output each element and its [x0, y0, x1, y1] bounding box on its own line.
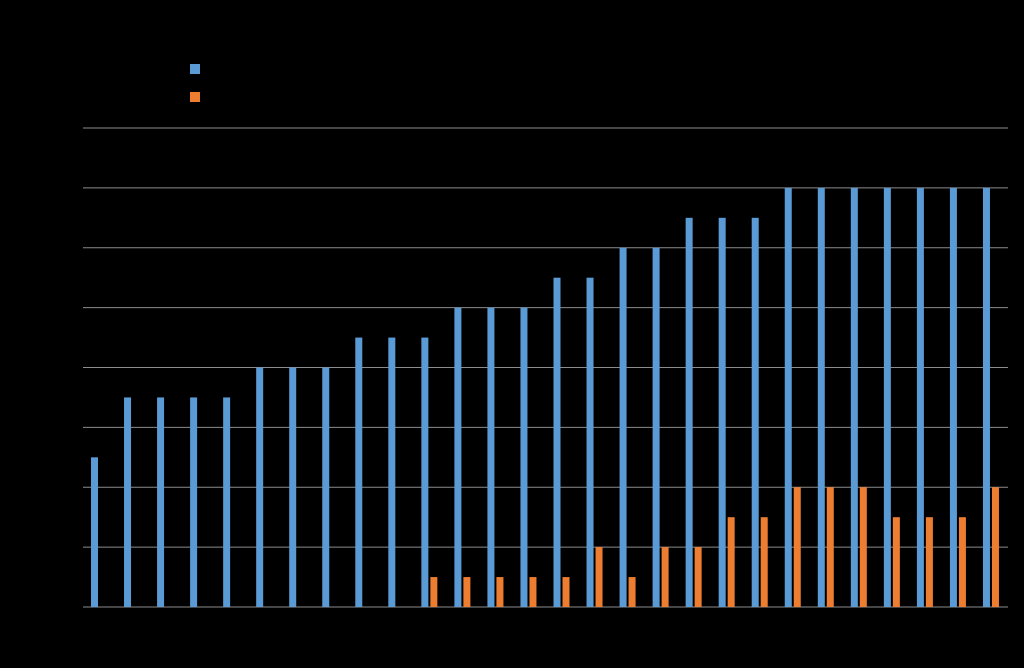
bar-series-1 [553, 277, 561, 607]
bar-series-1 [256, 367, 264, 607]
bar-series-2 [826, 487, 834, 607]
bar-series-1 [652, 247, 660, 607]
bar-series-1 [322, 367, 330, 607]
bars [91, 187, 999, 607]
bar-series-2 [760, 517, 768, 607]
bar-series-2 [463, 577, 471, 607]
bar-series-2 [694, 547, 702, 607]
bar-series-1 [91, 457, 98, 607]
legend-swatch-series-1 [190, 64, 200, 74]
bar-series-1 [949, 187, 957, 607]
bar-series-2 [727, 517, 735, 607]
bar-series-1 [784, 187, 792, 607]
bar-series-1 [421, 337, 429, 607]
bar-series-2 [793, 487, 801, 607]
bar-series-1 [586, 277, 594, 607]
bar-series-2 [958, 517, 966, 607]
bar-series-1 [883, 187, 891, 607]
bar-series-1 [289, 367, 297, 607]
legend-swatch-series-2 [190, 92, 200, 102]
bar-series-1 [454, 307, 462, 607]
bar-series-2 [430, 577, 438, 607]
bar-series-1 [388, 337, 396, 607]
bar-series-2 [892, 517, 900, 607]
bar-series-1 [685, 217, 693, 607]
bar-series-2 [661, 547, 669, 607]
bar-series-1 [157, 397, 165, 607]
bar-series-2 [562, 577, 570, 607]
bar-series-1 [817, 187, 825, 607]
bar-series-1 [223, 397, 231, 607]
bar-series-2 [496, 577, 504, 607]
gridlines [83, 127, 1008, 608]
bar-series-2 [529, 577, 537, 607]
bar-series-2 [991, 487, 999, 607]
bar-series-1 [850, 187, 858, 607]
bar-series-1 [916, 187, 924, 607]
bar-series-1 [487, 307, 495, 607]
bar-series-2 [859, 487, 867, 607]
bar-series-1 [355, 337, 363, 607]
bar-series-1 [619, 247, 627, 607]
legend [190, 64, 200, 102]
bar-series-1 [190, 397, 198, 607]
bar-series-1 [751, 217, 759, 607]
bar-series-2 [628, 577, 636, 607]
bar-series-1 [124, 397, 132, 607]
bar-series-2 [595, 547, 603, 607]
bar-series-1 [520, 307, 528, 607]
bar-series-1 [718, 217, 726, 607]
bar-series-1 [982, 187, 990, 607]
bar-series-2 [925, 517, 933, 607]
